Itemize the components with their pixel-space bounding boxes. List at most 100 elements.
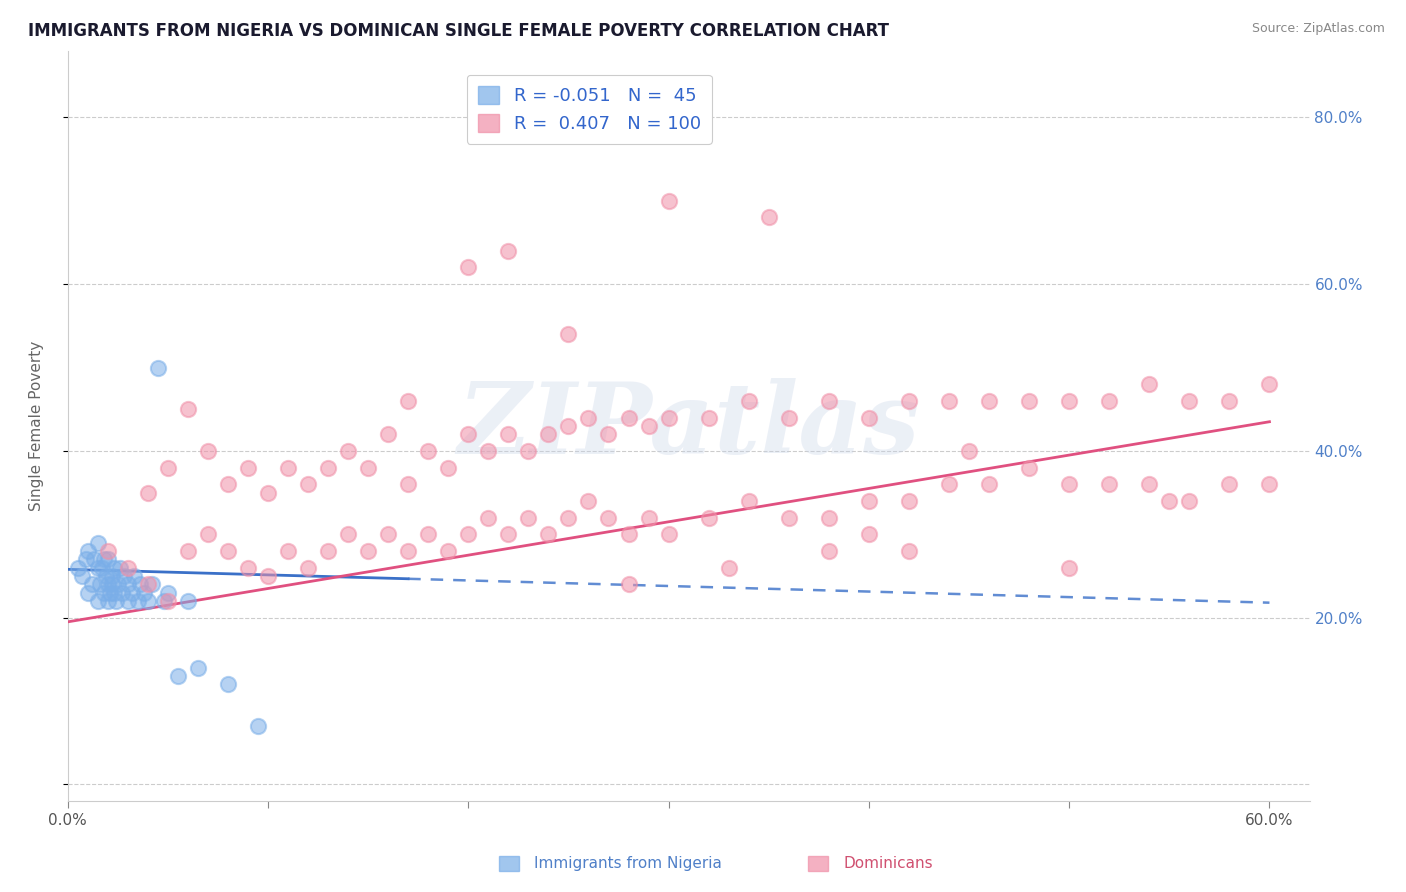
Point bbox=[477, 510, 499, 524]
Point bbox=[557, 327, 579, 342]
Point bbox=[957, 444, 980, 458]
Point bbox=[112, 569, 135, 583]
Point bbox=[737, 393, 759, 408]
Point bbox=[557, 510, 579, 524]
Point bbox=[70, 569, 93, 583]
Point bbox=[136, 577, 159, 591]
Point bbox=[97, 552, 120, 566]
Point bbox=[357, 544, 380, 558]
Point bbox=[1057, 560, 1080, 574]
Point bbox=[977, 477, 1000, 491]
Point bbox=[697, 410, 720, 425]
Point bbox=[197, 444, 219, 458]
Point bbox=[897, 544, 920, 558]
Point bbox=[637, 418, 659, 433]
Point bbox=[103, 560, 125, 574]
Point bbox=[117, 594, 139, 608]
Point bbox=[1018, 460, 1040, 475]
Point bbox=[156, 460, 179, 475]
Point bbox=[658, 410, 681, 425]
Point bbox=[396, 477, 419, 491]
Point bbox=[498, 244, 520, 258]
Point bbox=[1137, 377, 1160, 392]
Point bbox=[717, 560, 740, 574]
Point bbox=[97, 594, 120, 608]
Point bbox=[103, 585, 125, 599]
Point bbox=[658, 194, 681, 208]
Point bbox=[517, 444, 540, 458]
Point bbox=[377, 527, 399, 541]
Point bbox=[141, 577, 163, 591]
Point bbox=[658, 527, 681, 541]
Point bbox=[277, 544, 299, 558]
Point bbox=[80, 577, 103, 591]
Point bbox=[537, 427, 560, 442]
Point bbox=[737, 494, 759, 508]
Point bbox=[418, 444, 440, 458]
Point bbox=[100, 569, 122, 583]
Point bbox=[177, 594, 200, 608]
Point bbox=[617, 527, 640, 541]
Point bbox=[377, 427, 399, 442]
Point bbox=[98, 585, 121, 599]
Point bbox=[76, 585, 98, 599]
Point bbox=[817, 544, 839, 558]
Point bbox=[128, 577, 150, 591]
Point bbox=[858, 410, 880, 425]
Point bbox=[108, 560, 131, 574]
Point bbox=[187, 661, 209, 675]
Point bbox=[1258, 377, 1281, 392]
Point bbox=[337, 527, 360, 541]
Point bbox=[858, 494, 880, 508]
Point bbox=[396, 544, 419, 558]
Point bbox=[817, 510, 839, 524]
Point bbox=[104, 594, 127, 608]
Point bbox=[217, 477, 239, 491]
Point bbox=[1218, 477, 1240, 491]
Point bbox=[153, 594, 176, 608]
Point bbox=[122, 569, 145, 583]
Point bbox=[477, 444, 499, 458]
Point bbox=[217, 677, 239, 691]
Point bbox=[858, 527, 880, 541]
Point bbox=[598, 510, 620, 524]
Point bbox=[758, 211, 780, 225]
Point bbox=[236, 560, 259, 574]
Text: Source: ZipAtlas.com: Source: ZipAtlas.com bbox=[1251, 22, 1385, 36]
Point bbox=[90, 560, 112, 574]
Point bbox=[578, 410, 600, 425]
Point bbox=[97, 544, 120, 558]
Point bbox=[136, 594, 159, 608]
Point bbox=[111, 585, 134, 599]
Point bbox=[1258, 477, 1281, 491]
Point bbox=[938, 393, 960, 408]
Point bbox=[93, 585, 115, 599]
Point bbox=[817, 393, 839, 408]
Point bbox=[127, 594, 149, 608]
Text: ZIPatlas: ZIPatlas bbox=[457, 377, 920, 475]
Point bbox=[86, 594, 108, 608]
Point bbox=[97, 577, 120, 591]
Point bbox=[1098, 477, 1121, 491]
Point bbox=[1178, 393, 1201, 408]
Point bbox=[457, 260, 479, 275]
Text: Dominicans: Dominicans bbox=[844, 856, 934, 871]
Point bbox=[437, 460, 460, 475]
Point bbox=[637, 510, 659, 524]
Point bbox=[457, 527, 479, 541]
Point bbox=[897, 494, 920, 508]
Point bbox=[977, 393, 1000, 408]
Point bbox=[337, 444, 360, 458]
Point bbox=[89, 577, 111, 591]
Point bbox=[1057, 393, 1080, 408]
Point bbox=[132, 585, 155, 599]
Point bbox=[146, 360, 169, 375]
Point bbox=[697, 510, 720, 524]
Y-axis label: Single Female Poverty: Single Female Poverty bbox=[30, 341, 44, 511]
Point bbox=[1218, 393, 1240, 408]
Point bbox=[66, 560, 89, 574]
Point bbox=[277, 460, 299, 475]
Point bbox=[246, 719, 269, 733]
Point bbox=[117, 560, 139, 574]
Point bbox=[316, 544, 339, 558]
